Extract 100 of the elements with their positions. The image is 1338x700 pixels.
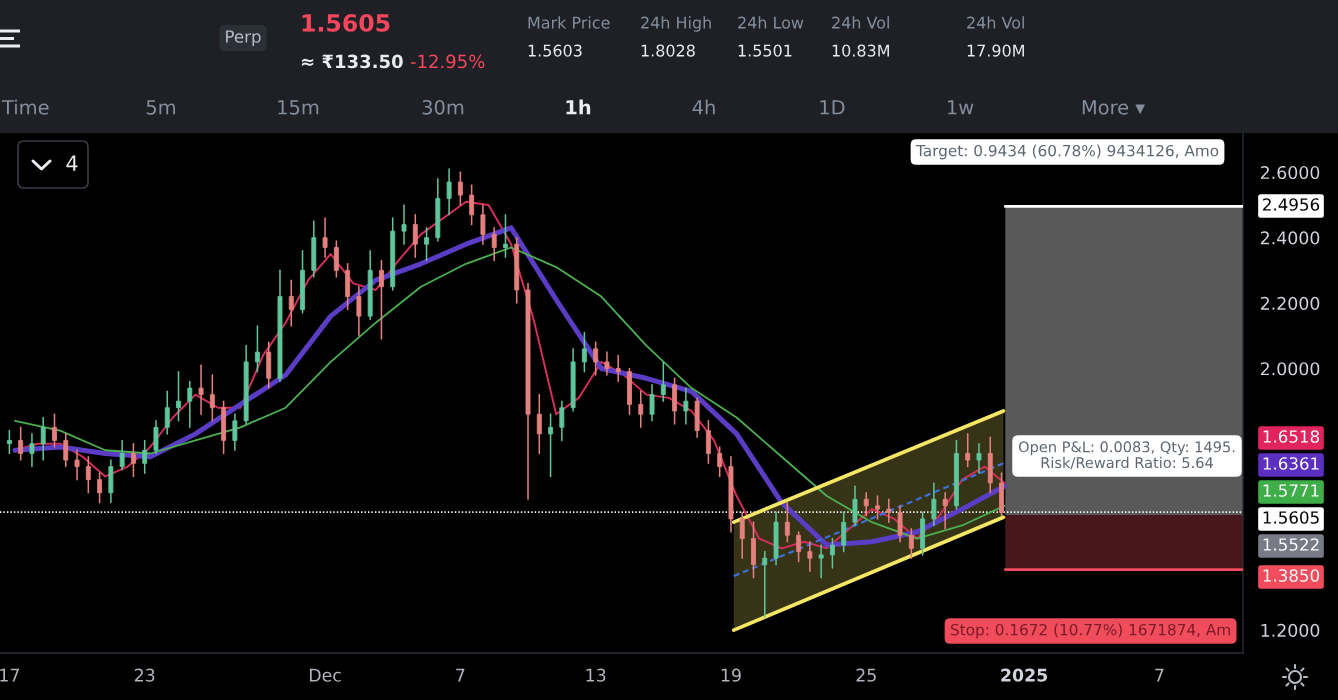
candlestick xyxy=(581,331,587,373)
candlestick xyxy=(852,485,858,527)
candlestick xyxy=(52,413,57,448)
candlestick xyxy=(85,456,91,494)
candlestick xyxy=(18,426,24,461)
candlestick xyxy=(446,168,452,216)
candlestick xyxy=(863,491,869,517)
candlestick xyxy=(356,285,362,337)
x-tick-label: 25 xyxy=(856,668,876,682)
annotation: 4 xyxy=(66,155,78,171)
candlestick xyxy=(649,384,655,422)
candlestick xyxy=(796,531,802,563)
candlestick xyxy=(660,361,666,402)
candlestick xyxy=(74,449,80,481)
candlestick xyxy=(762,550,768,618)
x-tick-label: 7 xyxy=(456,668,465,682)
text: 1.5605 xyxy=(1263,511,1319,524)
text: 17.90M xyxy=(967,44,1024,57)
candlestick xyxy=(548,413,554,478)
candlestick xyxy=(965,433,971,468)
text: 15m xyxy=(278,100,319,115)
x-tick-label: 17 xyxy=(0,668,19,682)
candlestick xyxy=(6,429,12,455)
candlestick xyxy=(942,491,948,530)
text: 1.8028 xyxy=(641,44,695,57)
candlestick xyxy=(142,439,148,474)
text: Time xyxy=(1,99,49,115)
text: 1.6361 xyxy=(1263,457,1319,470)
text: 1.5771 xyxy=(1263,484,1319,497)
candlestick xyxy=(604,351,610,376)
x-tick-label: 23 xyxy=(134,668,155,682)
candlestick xyxy=(469,184,475,226)
text: 1.5501 xyxy=(738,44,792,57)
text: Mark Price xyxy=(528,16,610,29)
annotation: Stop: 0.1672 (10.77%) 1671874, Am xyxy=(951,623,1230,639)
text: More ▾ xyxy=(1082,100,1146,115)
text: 2.4956 xyxy=(1263,198,1320,211)
text: -12.95% xyxy=(410,54,485,69)
text: 10.83M xyxy=(832,44,889,57)
candlestick xyxy=(480,204,486,245)
annotation: Target: 0.9434 (60.78%) 9434126, Amo xyxy=(915,144,1219,160)
x-tick-label: Dec xyxy=(309,668,341,682)
candlestick xyxy=(457,171,463,206)
candlestick xyxy=(784,501,790,543)
text: 1.3850 xyxy=(1263,569,1320,582)
x-tick-label: 13 xyxy=(586,668,606,682)
candlestick xyxy=(593,341,599,376)
candlestick xyxy=(976,442,982,474)
candlestick xyxy=(254,325,260,373)
candlestick xyxy=(536,393,542,455)
candlestick xyxy=(379,259,384,340)
candlestick xyxy=(739,511,745,559)
candlestick xyxy=(897,505,903,543)
candlestick xyxy=(683,387,689,425)
candlestick xyxy=(818,544,824,579)
text: ≈ ₹133.50 xyxy=(301,54,403,69)
candlestick xyxy=(807,541,813,573)
candlestick xyxy=(153,420,159,455)
y-tick-label: 2.6000 xyxy=(1260,165,1320,180)
candlestick xyxy=(130,442,136,478)
candlestick xyxy=(232,413,238,451)
candlestick xyxy=(401,204,407,245)
y-tick-label: 2.0000 xyxy=(1260,362,1320,376)
text: 24h Vol xyxy=(967,16,1024,29)
x-tick-label: 2025 xyxy=(1001,668,1048,682)
candlestick xyxy=(908,527,914,559)
candlestick xyxy=(333,240,339,278)
text: 4h xyxy=(692,99,715,115)
candlestick xyxy=(63,433,69,468)
candlestick xyxy=(119,439,125,471)
candlestick xyxy=(176,370,181,422)
candlestick xyxy=(29,433,35,468)
text: 1h xyxy=(566,99,591,115)
candlestick xyxy=(829,537,835,569)
text: Perp xyxy=(226,30,261,47)
candlestick xyxy=(705,420,711,465)
candlestick xyxy=(288,279,294,327)
text: 24h High xyxy=(641,16,711,32)
candlestick xyxy=(638,390,644,429)
candlestick xyxy=(559,400,565,442)
candlestick xyxy=(841,511,847,553)
candlestick xyxy=(40,416,46,461)
text: 24h Vol xyxy=(832,16,889,29)
candlestick xyxy=(164,390,170,435)
candlestick xyxy=(209,374,215,422)
text: 24h Low xyxy=(738,16,804,29)
candlestick xyxy=(503,213,508,259)
text: 5m xyxy=(146,100,176,115)
candlestick xyxy=(322,217,328,259)
candlestick xyxy=(931,482,937,527)
text: 1D xyxy=(820,100,845,115)
text: 1.5522 xyxy=(1263,538,1319,551)
text: 1.5603 xyxy=(528,44,582,57)
x-tick-label: 7 xyxy=(1155,668,1164,682)
candlestick xyxy=(187,380,193,429)
x-tick-label: 19 xyxy=(721,668,741,682)
text: 1w xyxy=(948,100,974,115)
candlestick xyxy=(886,498,892,523)
y-tick-label: 2.2000 xyxy=(1260,296,1320,310)
text: 1.5605 xyxy=(302,13,390,32)
